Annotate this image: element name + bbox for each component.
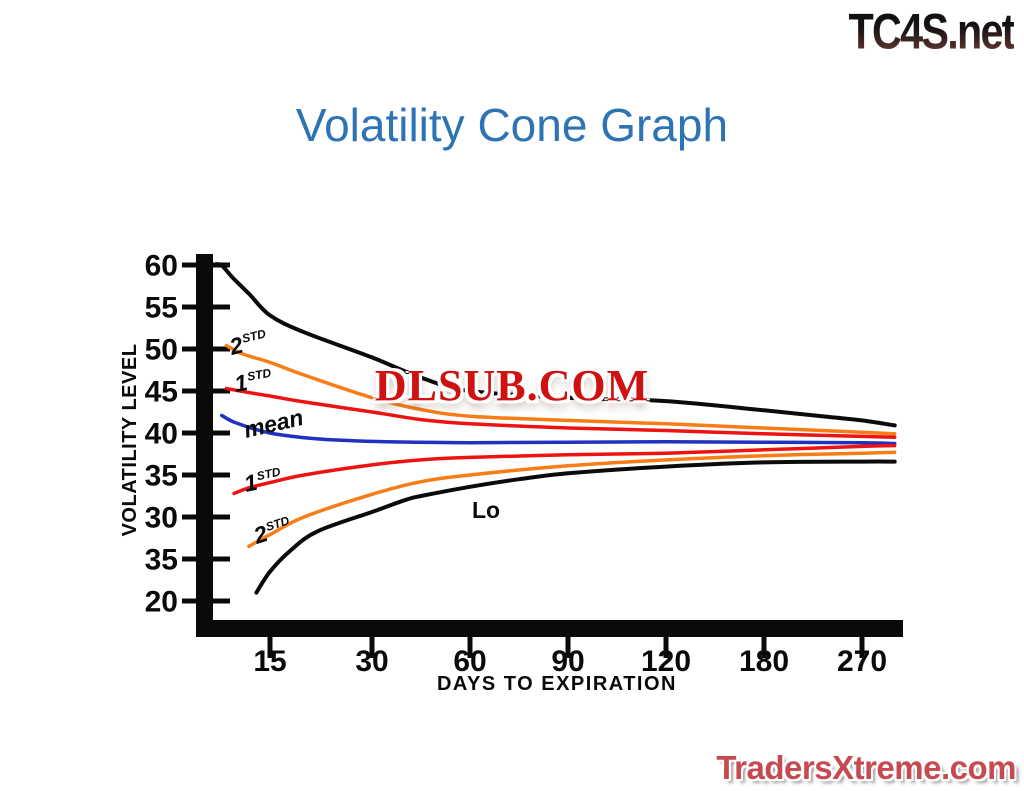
- tradersxtreme-logo: TradersXtreme.com: [716, 749, 1016, 786]
- curve-label-sup: STD: [255, 465, 282, 484]
- x-tick-mark: [859, 628, 865, 658]
- y-tick-label-5: 35: [145, 460, 178, 493]
- x-tick-label-120: 120: [641, 645, 691, 678]
- x-tick-label-60: 60: [453, 645, 486, 678]
- curve-label-main: 2: [226, 331, 246, 360]
- tc4s-logo: TC4S.net: [848, 3, 1016, 60]
- y-tick-label-0: 60: [145, 250, 178, 283]
- x-tick-mark: [467, 628, 473, 658]
- curve-std2-lower: [247, 450, 897, 549]
- y-axis-title: VOLATILITY LEVEL: [119, 344, 141, 537]
- curve-label-std1-lower: 1STD: [242, 464, 285, 497]
- y-tick-mark: [182, 598, 230, 604]
- x-tick-label-90: 90: [551, 645, 584, 678]
- y-axis-line: [196, 254, 213, 637]
- y-tick-label-8: 20: [145, 586, 178, 619]
- curve-label-std1-upper: 1STD: [232, 365, 274, 397]
- x-tick-mark: [267, 628, 273, 658]
- y-axis-ticks: 60 55 50 45 40 35 30 35 20: [145, 250, 230, 619]
- x-tick-label-15: 15: [253, 645, 286, 678]
- y-tick-mark: [182, 304, 230, 310]
- y-tick-label-6: 30: [145, 502, 178, 535]
- y-tick-mark: [182, 430, 230, 436]
- x-tick-mark: [369, 628, 375, 658]
- y-tick-label-7: 35: [145, 544, 178, 577]
- curve-lo: [254, 459, 897, 595]
- x-tick-label-30: 30: [355, 645, 388, 678]
- dlsub-watermark: DLSUB.COM: [374, 361, 650, 410]
- curve-hi: [210, 262, 897, 428]
- curve-label-main: Lo: [472, 497, 500, 523]
- curve-label-lo: Lo: [472, 497, 500, 523]
- y-tick-mark: [182, 556, 230, 562]
- curve-label-sup: STD: [241, 326, 268, 345]
- y-tick-mark: [182, 514, 230, 520]
- x-axis-ticks: 15 30 60 90 120 180 270: [253, 628, 887, 678]
- y-tick-label-1: 55: [145, 292, 178, 325]
- curve-label-std2-lower: 2STD: [250, 512, 295, 549]
- x-axis-title: DAYS TO EXPIRATION: [437, 673, 677, 695]
- curve-label-main: 1: [232, 369, 249, 397]
- x-axis-line: [196, 620, 903, 637]
- page-title: Volatility Cone Graph: [295, 99, 729, 151]
- curve-label-main: 1: [242, 469, 260, 497]
- y-tick-mark: [182, 472, 230, 478]
- y-tick-label-4: 40: [145, 418, 178, 451]
- y-tick-mark: [182, 346, 230, 352]
- x-tick-mark: [565, 628, 571, 658]
- x-tick-mark: [761, 628, 767, 658]
- curve-label-sup: STD: [264, 513, 291, 534]
- curve-label-std2-upper: 2STD: [226, 325, 270, 360]
- curve-std1-upper: [224, 386, 897, 439]
- y-tick-mark: [182, 262, 230, 268]
- x-tick-label-180: 180: [739, 645, 789, 678]
- curves: [210, 262, 897, 595]
- y-tick-label-3: 45: [145, 376, 178, 409]
- curve-label-sup: STD: [246, 366, 272, 384]
- x-tick-mark: [663, 628, 669, 658]
- curve-std2-upper: [224, 343, 897, 436]
- curve-std1-lower: [232, 443, 897, 496]
- y-tick-mark: [182, 388, 230, 394]
- curve-mean: [219, 413, 897, 446]
- x-tick-label-270: 270: [837, 645, 887, 678]
- y-tick-label-2: 50: [145, 334, 178, 367]
